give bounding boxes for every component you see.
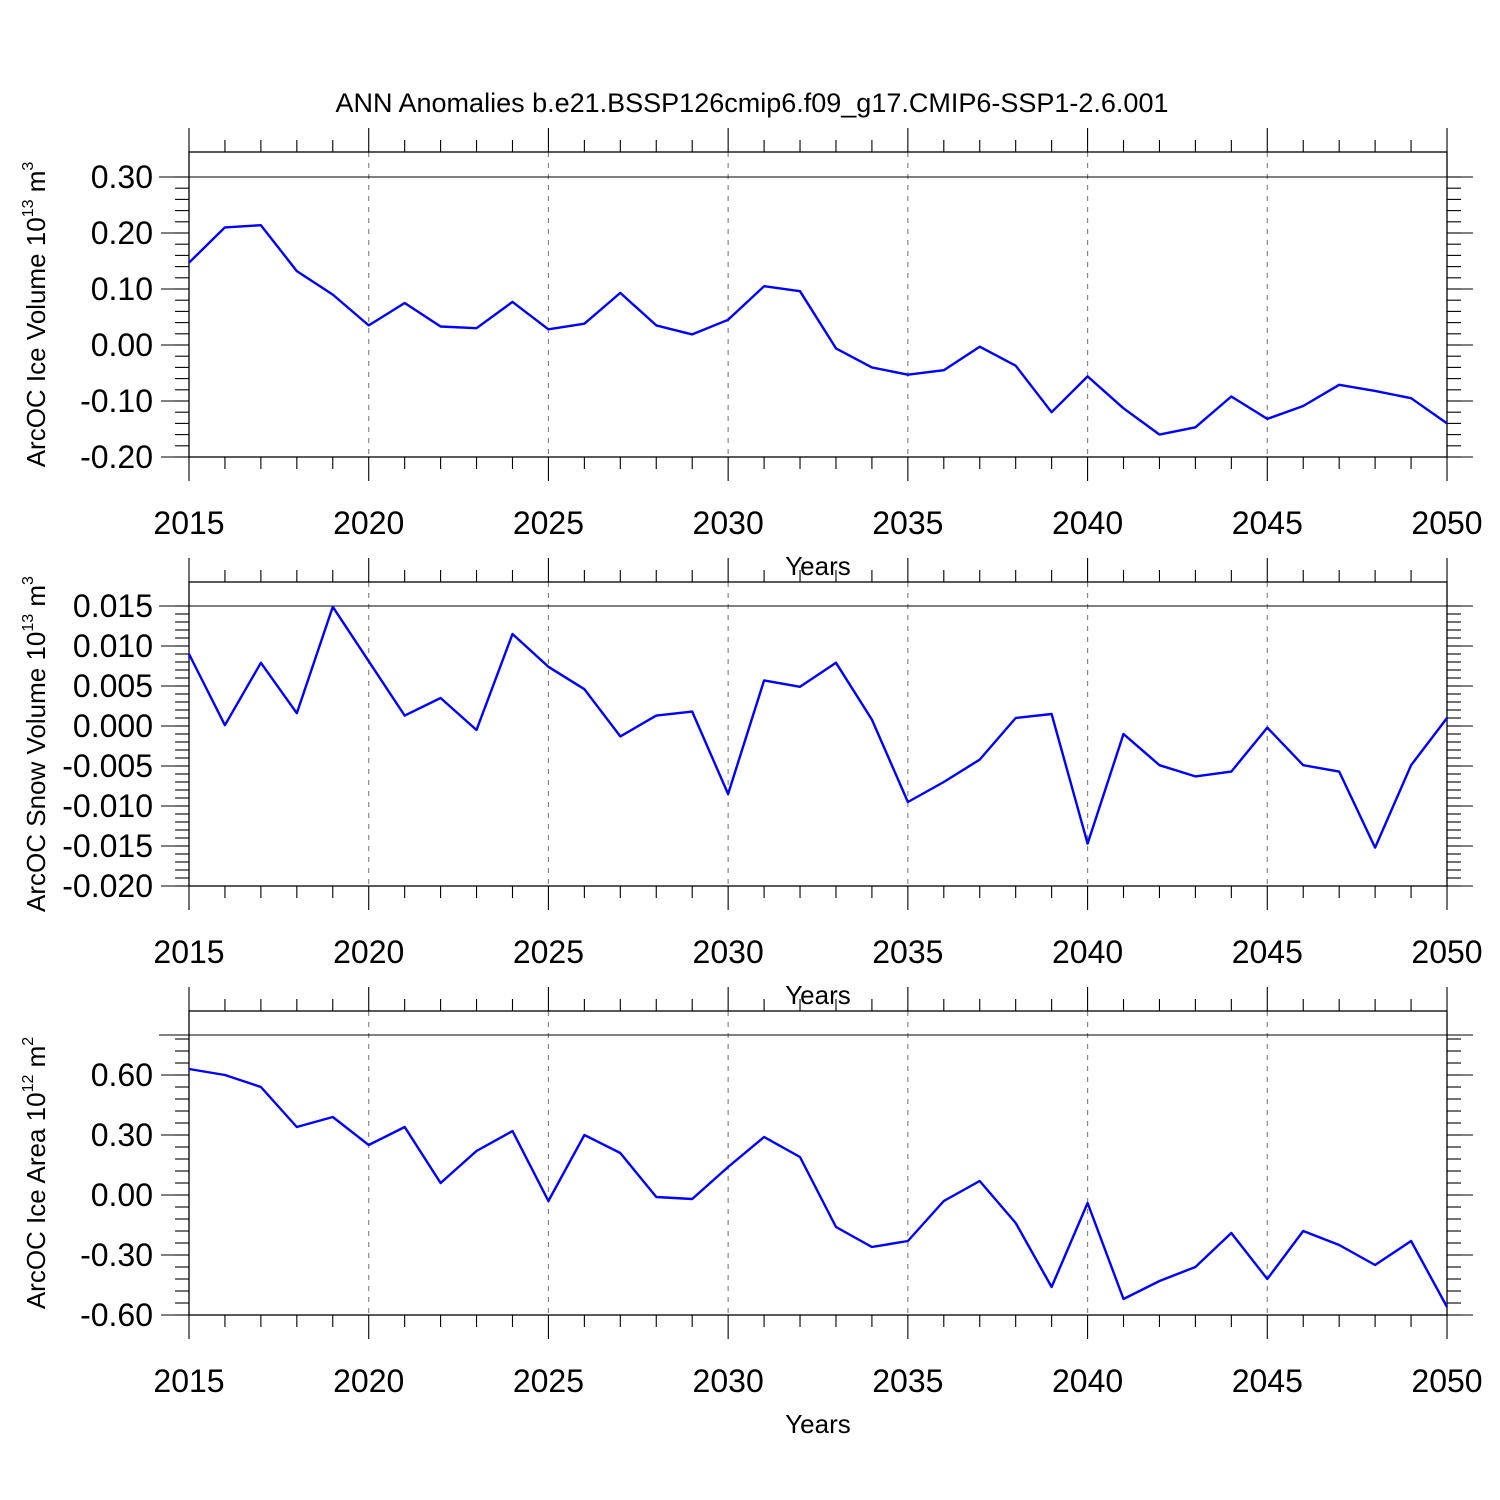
x-tick-label: 2025 [513,934,584,970]
y-tick-label: 0.30 [91,159,153,195]
y-tick-label: 0.00 [91,327,153,363]
y-axis-label-exp: 13 [20,614,37,632]
x-tick-label: 2050 [1411,1363,1482,1399]
y-tick-label: 0.20 [91,215,153,251]
y-axis-label-unit: m [21,585,51,614]
x-tick-label: 2030 [693,1363,764,1399]
y-axis-label-main: ArcOC Snow Volume 10 [21,632,51,912]
x-tick-label: 2025 [513,505,584,541]
y-tick-label: 0.60 [91,1057,153,1093]
panel-1: -0.20 -0.10 0.00 0.10 0.20 0.30 2015 2020 2025 20… [20,128,1483,581]
x-tick-label: 2015 [153,1363,224,1399]
y-tick-label: -0.10 [80,383,153,419]
x-tick-label: 2035 [872,505,943,541]
x-tick-label: 2015 [153,934,224,970]
series-line [187,605,1448,849]
y-tick-label: 0.30 [91,1117,153,1153]
y-tick-label: -0.005 [62,748,153,784]
x-tick-label: 2045 [1232,934,1303,970]
plot-frame [188,1010,1448,1316]
plot-frame [188,151,1448,458]
panel-2: -0.020 -0.015 -0.010 -0.005 0.000 0.005 0.010 0… [20,558,1483,1010]
x-tick-label: 2040 [1052,505,1123,541]
y-axis-label-unit: m [21,1046,51,1075]
y-tick-label: -0.010 [62,788,153,824]
y-axis-label: ArcOC Ice Area 1012 m2 [20,1037,51,1309]
y-tick-label: -0.015 [62,828,153,864]
y-axis-label-exp: 12 [20,1075,37,1093]
y-tick-label: -0.20 [80,439,153,475]
x-tick-label: 2050 [1411,934,1482,970]
y-axis-label: ArcOC Snow Volume 1013 m3 [20,576,51,912]
y-axis-label-main: ArcOC Ice Area 10 [21,1092,51,1309]
x-axis-label: Years [785,980,851,1010]
y-tick-label: -0.60 [80,1297,153,1333]
x-tick-label: 2045 [1232,1363,1303,1399]
y-tick-label: 0.015 [73,588,153,624]
x-tick-label: 2045 [1232,505,1303,541]
y-axis-label-unit-exp: 3 [20,162,37,171]
y-axis-label-main: ArcOC Ice Volume 10 [21,217,51,467]
panel-3: -0.60 -0.30 0.00 0.30 0.60 2015 2020 2025 2030 20… [20,987,1483,1439]
x-tick-label: 2050 [1411,505,1482,541]
y-tick-label: 0.005 [73,668,153,704]
y-axis-label-unit: m [21,171,51,200]
y-tick-label: 0.00 [91,1177,153,1213]
y-axis-label-unit-exp: 2 [20,1037,37,1046]
y-axis-label-unit-exp: 3 [20,576,37,585]
x-tick-label: 2040 [1052,1363,1123,1399]
x-tick-label: 2020 [333,505,404,541]
x-tick-label: 2020 [333,1363,404,1399]
x-axis-label: Years [785,1409,851,1439]
y-axis-label-exp: 13 [20,199,37,217]
x-axis-label: Years [785,551,851,581]
x-tick-label: 2025 [513,1363,584,1399]
plot-frame [188,581,1448,887]
x-tick-label: 2030 [693,934,764,970]
y-tick-label: 0.10 [91,271,153,307]
y-tick-label: 0.010 [73,628,153,664]
x-tick-label: 2015 [153,505,224,541]
x-tick-label: 2020 [333,934,404,970]
y-tick-label: -0.30 [80,1237,153,1273]
x-tick-label: 2035 [872,1363,943,1399]
x-tick-label: 2035 [872,934,943,970]
x-tick-label: 2040 [1052,934,1123,970]
x-tick-label: 2030 [693,505,764,541]
y-tick-label: 0.000 [73,708,153,744]
y-axis-label: ArcOC Ice Volume 1013 m3 [20,162,51,468]
y-tick-label: -0.020 [62,868,153,904]
chart-title: ANN Anomalies b.e21.BSSP126cmip6.f09_g17… [336,88,1169,118]
series-line [188,223,1448,436]
series-line [188,1067,1449,1308]
